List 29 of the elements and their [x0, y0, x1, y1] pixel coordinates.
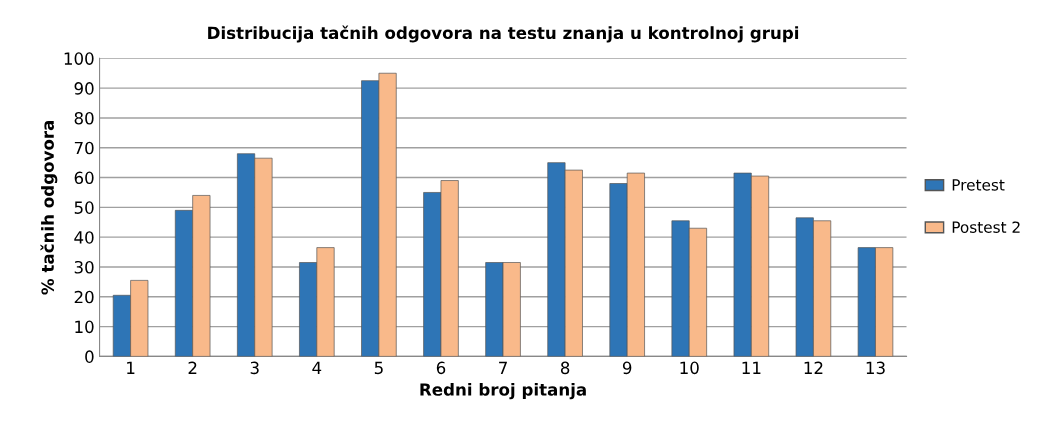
x-tick-label: 10 — [680, 361, 699, 375]
legend-label: Pretest — [952, 179, 1005, 191]
y-tick-label: 40 — [74, 231, 94, 244]
x-tick-label: 3 — [250, 361, 259, 375]
x-tick-label: 4 — [312, 361, 322, 374]
x-tick-label: 5 — [374, 361, 383, 375]
x-tick-label: 6 — [436, 361, 446, 375]
y-axis-title: % tačnih odgovora — [40, 120, 58, 295]
y-tick-label: 10 — [75, 320, 94, 334]
x-tick-label: 2 — [188, 361, 197, 374]
x-tick-label: 1 — [127, 361, 135, 374]
y-tick-label: 30 — [74, 260, 94, 274]
y-tick-label: 20 — [74, 290, 94, 304]
y-tick-label: 90 — [74, 82, 94, 95]
x-tick-label: 11 — [742, 361, 761, 374]
x-axis-title: Redni broj pitanja — [420, 382, 586, 400]
x-tick-label: 8 — [560, 361, 570, 375]
x-tick-label: 12 — [804, 361, 823, 374]
y-tick-label: 60 — [74, 171, 94, 185]
legend-label: Postest 2 — [952, 221, 1020, 233]
x-tick-label: 9 — [622, 361, 632, 375]
y-tick-label: 100 — [64, 52, 94, 65]
y-tick-label: 80 — [74, 111, 94, 125]
x-tick-label: 7 — [499, 361, 507, 374]
y-tick-label: 70 — [74, 141, 94, 155]
x-tick-label: 13 — [866, 361, 885, 375]
y-tick-label: 0 — [85, 350, 94, 363]
chart-title: Distribucija tačnih odgovora na testu znanja u kontrolnoj grupi — [208, 25, 799, 43]
y-tick-label: 50 — [74, 201, 94, 214]
